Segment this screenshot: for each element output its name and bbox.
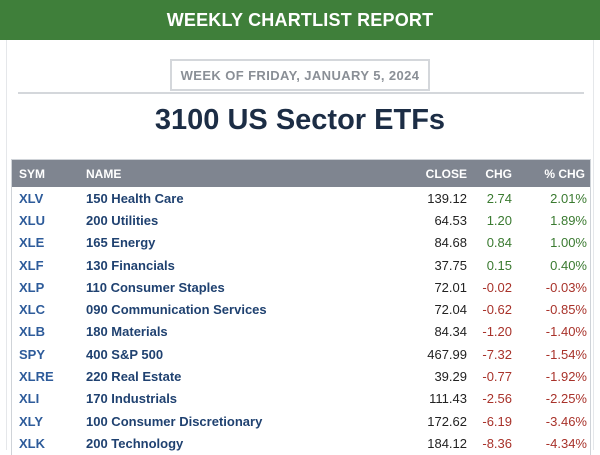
price-change: 2.74 [486,190,512,206]
price-change: -6.19 [482,413,512,429]
close-price: 39.29 [434,369,467,385]
percent-change: 2.01% [550,190,587,206]
percent-change: 0.40% [550,257,587,273]
etf-table: SYM NAME CLOSE CHG % CHG XLV 150 Health C… [11,159,591,455]
percent-change: -4.34% [545,435,587,451]
close-price: 111.43 [429,391,467,407]
close-price: 184.12 [427,435,467,451]
percent-change: -3.46% [545,413,587,429]
table-row[interactable]: XLE 165 Energy 84.68 0.84 1.00% [12,232,590,254]
table-header: SYM NAME CLOSE CHG % CHG [12,160,590,187]
close-price: 84.68 [434,235,467,251]
page-title: 3100 US Sector ETFs [154,104,446,136]
table-row[interactable]: XLF 130 Financials 37.75 0.15 0.40% [12,254,590,276]
close-price: 84.34 [434,324,467,340]
etf-name: 170 Industrials [86,391,178,407]
percent-change: -0.85% [545,302,587,318]
page-frame-right [593,40,594,450]
price-change: -8.36 [482,435,512,451]
symbol-link[interactable]: XLC [19,302,45,318]
symbol-link[interactable]: XLB [19,324,45,340]
symbol-link[interactable]: XLE [19,235,45,251]
table-row[interactable]: XLU 200 Utilities 64.53 1.20 1.89% [12,209,590,231]
price-change: 0.84 [486,235,512,251]
etf-name: 110 Consumer Staples [86,279,225,295]
close-price: 37.75 [434,257,467,273]
close-price: 467.99 [427,346,467,362]
price-change: 1.20 [486,212,512,228]
price-change: -1.20 [482,324,512,340]
table-row[interactable]: XLB 180 Materials 84.34 -1.20 -1.40% [12,321,590,343]
symbol-link[interactable]: SPY [19,346,46,362]
close-price: 64.53 [434,212,467,228]
etf-name: 180 Materials [86,324,168,340]
percent-change: -1.92% [545,369,587,385]
page-frame-left [6,40,7,450]
etf-name: 200 Technology [86,435,184,451]
etf-name: 165 Energy [86,235,156,251]
percent-change: -0.03% [545,279,587,295]
symbol-link[interactable]: XLF [19,257,44,273]
column-header-name[interactable]: NAME [86,166,122,181]
symbol-link[interactable]: XLY [19,413,44,429]
table-row[interactable]: XLP 110 Consumer Staples 72.01 -0.02 -0.03% [12,276,590,298]
table-row[interactable]: XLRE 220 Real Estate 39.29 -0.77 -1.92% [12,365,590,387]
table-body: XLV 150 Health Care 139.12 2.74 2.01% XLU 200 … [12,187,590,455]
table-row[interactable]: SPY 400 S&P 500 467.99 -7.32 -1.54% [12,343,590,365]
column-header-chg[interactable]: CHG [485,166,512,181]
etf-name: 130 Financials [86,257,175,273]
price-change: -0.62 [482,302,512,318]
close-price: 72.01 [434,279,467,295]
price-change: -0.77 [482,369,512,385]
symbol-link[interactable]: XLP [19,279,45,295]
table-row[interactable]: XLV 150 Health Care 139.12 2.74 2.01% [12,187,590,209]
symbol-link[interactable]: XLI [19,391,40,407]
week-label: WEEK OF FRIDAY, JANUARY 5, 2024 [180,67,420,83]
price-change: -7.32 [482,346,512,362]
report-banner: WEEKLY CHARTLIST REPORT [0,0,600,40]
header-divider [18,92,584,94]
percent-change: -1.40% [545,324,587,340]
percent-change: 1.00% [550,235,587,251]
percent-change: -2.25% [545,391,587,407]
percent-change: 1.89% [550,212,587,228]
etf-name: 200 Utilities [86,212,159,228]
week-label-box: WEEK OF FRIDAY, JANUARY 5, 2024 [170,59,430,91]
column-header-sym[interactable]: SYM [19,166,46,181]
close-price: 72.04 [434,302,467,318]
table-row[interactable]: XLK 200 Technology 184.12 -8.36 -4.34% [12,432,590,454]
percent-change: -1.54% [545,346,587,362]
etf-name: 220 Real Estate [86,369,182,385]
price-change: 0.15 [486,257,512,273]
price-change: -0.02 [482,279,512,295]
symbol-link[interactable]: XLRE [19,369,54,385]
table-row[interactable]: XLY 100 Consumer Discretionary 172.62 -6.19… [12,410,590,432]
close-price: 139.12 [427,190,467,206]
symbol-link[interactable]: XLK [19,435,45,451]
symbol-link[interactable]: XLV [19,190,44,206]
price-change: -2.56 [482,391,512,407]
etf-name: 090 Communication Services [86,302,267,318]
symbol-link[interactable]: XLU [19,212,45,228]
banner-title: WEEKLY CHARTLIST REPORT [166,9,434,30]
table-row[interactable]: XLI 170 Industrials 111.43 -2.56 -2.25% [12,388,590,410]
column-header-close[interactable]: CLOSE [425,166,467,181]
etf-name: 400 S&P 500 [86,346,164,362]
column-header-pct-chg[interactable]: % CHG [544,166,585,181]
etf-name: 100 Consumer Discretionary [86,413,263,429]
close-price: 172.62 [427,413,467,429]
table-row[interactable]: XLC 090 Communication Services 72.04 -0.62 -… [12,298,590,320]
etf-name: 150 Health Care [86,190,184,206]
